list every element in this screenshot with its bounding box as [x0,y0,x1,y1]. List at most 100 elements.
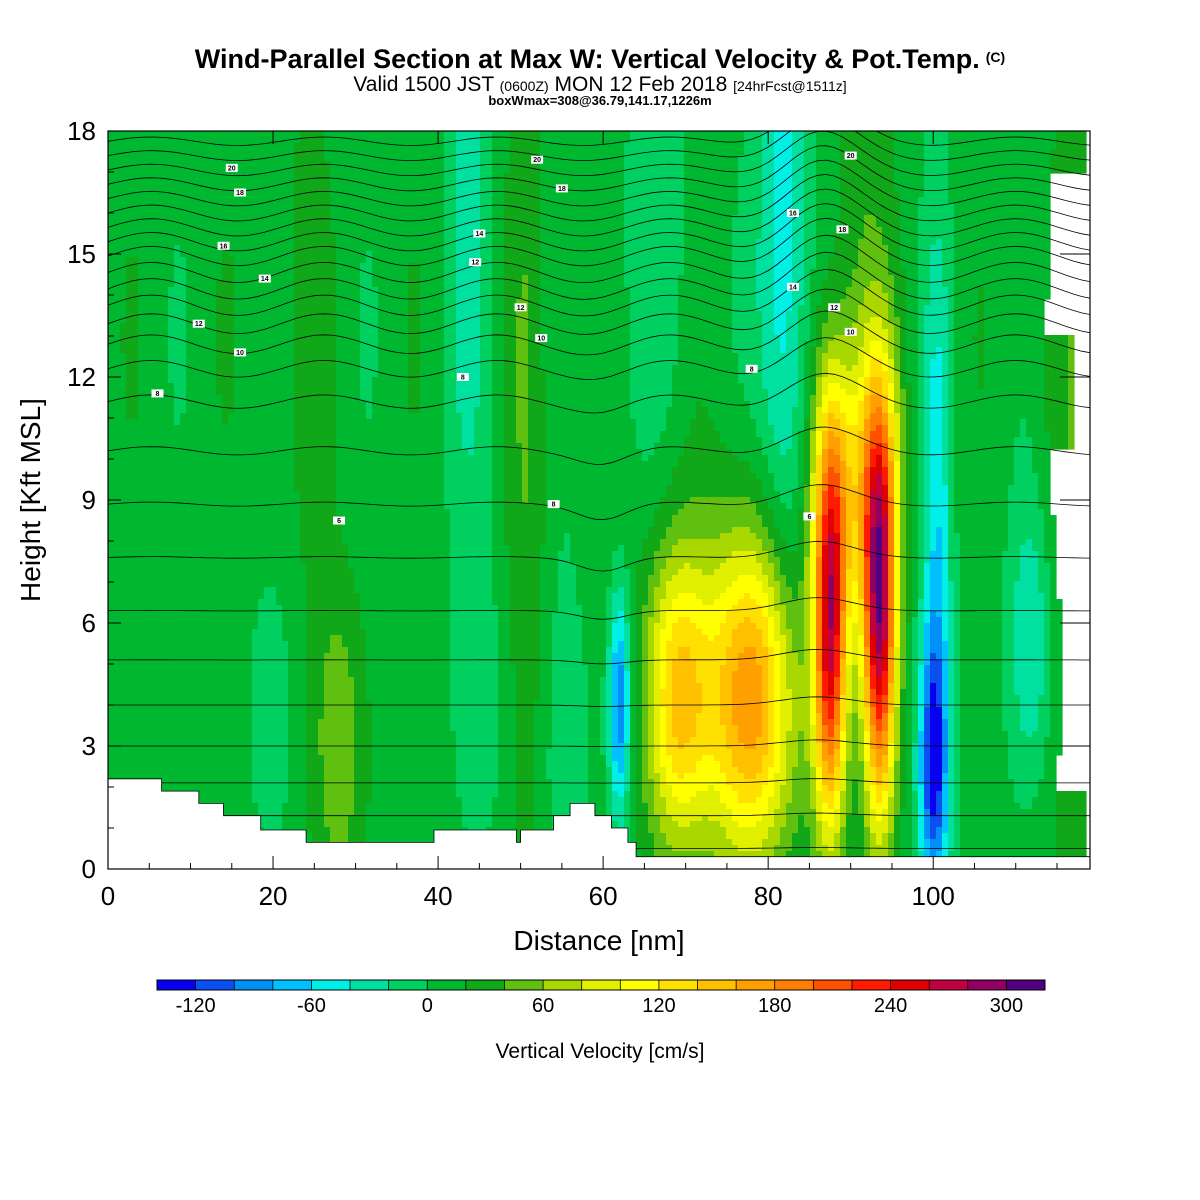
velocity-cell [906,479,913,486]
velocity-cell [744,593,751,600]
velocity-cell [672,371,739,378]
velocity-cell [978,347,985,354]
velocity-cell [780,491,793,498]
velocity-cell [828,731,835,738]
velocity-cell [702,629,721,636]
velocity-cell [336,443,445,450]
velocity-cell [762,155,775,162]
velocity-cell [624,605,631,612]
velocity-cell [894,653,901,660]
velocity-cell [654,671,661,678]
velocity-cell [450,563,493,570]
velocity-cell [948,779,955,786]
velocity-cell [786,545,799,552]
velocity-cell [900,389,907,396]
velocity-cell [696,761,721,768]
velocity-cell [546,467,673,474]
velocity-cell [912,467,919,474]
velocity-cell [804,461,811,468]
velocity-cell [108,479,295,486]
velocity-cell [780,677,787,684]
velocity-cell [858,617,865,624]
velocity-cell [864,647,871,654]
velocity-cell [834,701,841,708]
velocity-cell [1032,461,1051,468]
velocity-cell [840,737,847,744]
velocity-cell [792,155,805,162]
velocity-cell [720,689,733,696]
velocity-cell [840,449,847,456]
velocity-cell [954,215,1051,222]
velocity-cell [804,533,811,540]
velocity-cell [828,311,859,318]
velocity-cell [456,287,481,294]
velocity-cell [918,305,925,312]
velocity-cell [492,377,505,384]
velocity-cell [888,731,895,738]
velocity-cell [918,473,925,480]
velocity-cell [864,731,871,738]
velocity-cell [888,503,895,510]
velocity-cell [864,767,871,774]
velocity-cell [636,731,643,738]
velocity-cell [810,581,817,588]
velocity-cell [822,503,829,510]
velocity-cell [948,293,955,300]
velocity-cell [1014,683,1045,690]
velocity-cell [912,515,919,522]
velocity-cell [252,671,289,678]
velocity-cell [924,755,931,762]
velocity-cell [912,509,919,516]
velocity-cell [336,503,445,510]
velocity-cell [828,761,835,768]
velocity-cell [732,257,757,264]
velocity-cell [846,695,853,702]
velocity-cell [462,431,475,438]
velocity-cell [750,593,769,600]
velocity-cell [792,269,805,276]
velocity-cell [636,593,649,600]
velocity-cell [768,683,775,690]
velocity-cell [876,581,883,588]
velocity-cell [480,257,493,264]
velocity-cell [660,689,673,696]
velocity-cell [792,143,805,150]
velocity-cell [306,605,361,612]
velocity-cell [792,239,805,246]
velocity-cell [612,791,619,798]
velocity-cell [912,587,919,594]
velocity-cell [864,509,871,516]
velocity-cell [336,269,361,276]
velocity-cell [1068,407,1075,414]
velocity-cell [288,683,307,690]
velocity-cell [510,647,541,654]
velocity-cell [954,779,961,786]
velocity-cell [918,335,925,342]
velocity-cell [792,233,805,240]
velocity-cell [864,551,871,558]
velocity-cell [630,767,637,774]
velocity-cell [516,737,535,744]
velocity-cell [444,383,457,390]
velocity-cell [444,491,493,498]
velocity-cell [618,647,625,654]
velocity-cell [756,551,769,558]
velocity-cell [504,245,541,252]
velocity-cell [858,683,865,690]
velocity-cell [954,305,979,312]
velocity-cell [444,347,457,354]
velocity-cell [924,353,937,360]
velocity-cell [924,707,931,714]
velocity-cell [600,707,607,714]
velocity-cell [108,575,307,582]
velocity-cell [642,791,655,798]
velocity-cell [288,701,307,708]
velocity-cell [948,527,955,534]
velocity-cell [786,503,793,510]
velocity-cell [138,413,175,420]
velocity-cell [642,737,649,744]
velocity-cell [552,737,589,744]
velocity-cell [870,473,877,480]
velocity-cell [834,779,841,786]
velocity-cell [900,527,907,534]
